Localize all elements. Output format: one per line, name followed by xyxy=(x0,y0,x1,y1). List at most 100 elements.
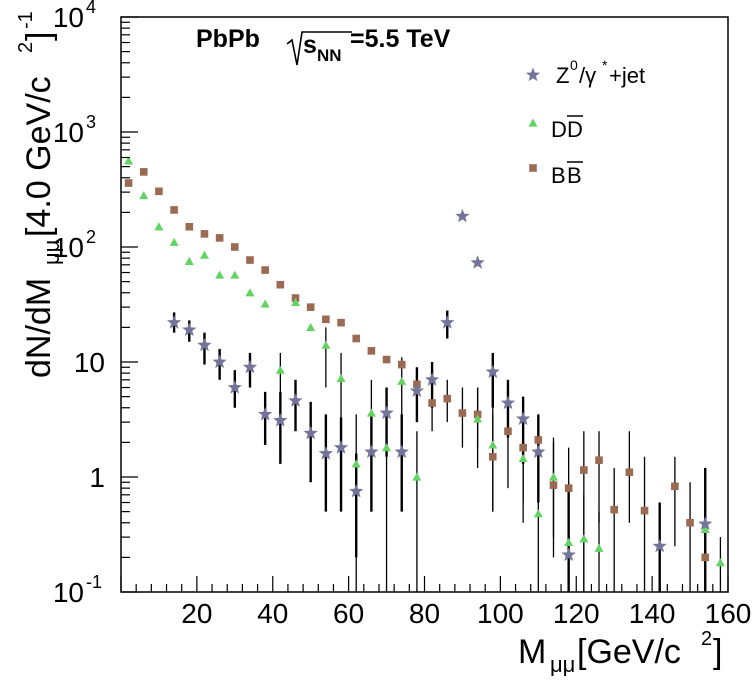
xlabel-close: ] xyxy=(713,633,722,671)
data-point-triangle-17 xyxy=(382,443,392,452)
data-point-square-20 xyxy=(428,399,436,407)
x-tick-label: 80 xyxy=(409,598,440,629)
y-tick-label: 10 -1 xyxy=(53,572,102,608)
data-point-square-6 xyxy=(215,234,224,242)
y-tick-base: 10 xyxy=(74,347,105,378)
data-point-square-5 xyxy=(200,230,209,238)
x-tick-label: 120 xyxy=(553,598,600,629)
data-point-triangle-7 xyxy=(230,270,240,279)
legend-label-jet: +jet xyxy=(609,63,645,88)
data-point-square-17 xyxy=(382,355,391,364)
data-point-star-25 xyxy=(561,547,576,561)
chart-marks xyxy=(124,156,725,592)
y-tick-label: 1 xyxy=(89,462,105,493)
legend-label-b1: B xyxy=(551,163,566,188)
data-point-square-37 xyxy=(701,553,710,562)
data-point-square-10 xyxy=(276,280,285,289)
x-tick-label: 160 xyxy=(705,598,752,629)
data-point-square-12 xyxy=(306,303,315,311)
legend-label-d1: D xyxy=(551,117,567,142)
legend-marker-star xyxy=(525,67,541,82)
data-point-star-4 xyxy=(227,380,242,394)
data-point-triangle-18 xyxy=(397,376,407,385)
legend-label-b2: B xyxy=(567,163,582,188)
xlabel-m: M xyxy=(518,633,546,671)
data-point-square-13 xyxy=(322,315,330,324)
legend-label-d2: D xyxy=(567,117,583,142)
data-point-star-27 xyxy=(698,516,713,531)
title-nn-subscript: NN xyxy=(317,46,342,65)
data-point-star-21 xyxy=(485,364,500,378)
legend-entry-bb: B B xyxy=(551,161,583,188)
data-point-square-9 xyxy=(261,266,269,274)
data-point-star-19 xyxy=(455,208,470,223)
data-point-triangle-19 xyxy=(412,472,422,481)
title-energy: =5.5 TeV xyxy=(350,25,451,53)
data-point-triangle-6 xyxy=(215,270,225,279)
data-point-square-3 xyxy=(170,206,178,214)
data-point-triangle-13 xyxy=(321,340,331,349)
legend-label-z: Z xyxy=(556,63,569,88)
data-point-triangle-26 xyxy=(579,534,589,543)
data-point-square-27 xyxy=(534,436,543,444)
data-point-star-20 xyxy=(470,255,485,269)
legend-label-z-sup: 0 xyxy=(570,57,578,73)
x-tick-label: 140 xyxy=(629,598,676,629)
data-point-star-24 xyxy=(531,444,546,459)
data-point-triangle-15 xyxy=(351,459,361,468)
data-point-star-11 xyxy=(333,440,349,454)
data-point-star-22 xyxy=(500,395,516,410)
data-point-star-15 xyxy=(394,444,409,459)
y-tick-label: 10 2 xyxy=(53,227,96,263)
data-point-triangle-4 xyxy=(184,256,194,265)
data-point-star-1 xyxy=(182,322,197,336)
xlabel-exp: 2 xyxy=(701,628,712,650)
data-point-square-35 xyxy=(671,482,679,491)
x-tick-label: 20 xyxy=(181,598,212,629)
data-point-square-22 xyxy=(458,409,467,417)
legend-marker-triangle xyxy=(528,118,538,127)
y-tick-exponent: 2 xyxy=(86,227,96,247)
data-point-triangle-24 xyxy=(548,472,558,481)
data-point-triangle-14 xyxy=(336,373,346,383)
y-tick-base: 10 xyxy=(53,232,84,263)
legend-label-gamma: /γ xyxy=(579,63,596,88)
data-point-star-2 xyxy=(197,337,212,352)
legend-markers xyxy=(525,67,541,172)
data-point-star-3 xyxy=(212,354,227,369)
data-point-square-24 xyxy=(488,452,497,461)
x-axis-title: M μμ [GeV/c 2 ] xyxy=(518,628,722,677)
y-axis-title: dN/dM μμ [4.0 GeV/c 2 ] -1 xyxy=(15,11,64,378)
data-point-star-6 xyxy=(258,406,273,421)
xlabel-mumu: μμ xyxy=(550,652,575,677)
data-point-square-15 xyxy=(352,334,361,343)
data-point-triangle-9 xyxy=(260,299,270,308)
data-point-star-9 xyxy=(303,425,318,440)
data-point-square-26 xyxy=(519,443,527,452)
y-tick-exponent: 3 xyxy=(86,112,96,132)
data-point-square-4 xyxy=(185,222,194,231)
data-point-square-16 xyxy=(367,347,376,355)
data-point-star-8 xyxy=(288,393,303,407)
ylabel-mumu: μμ xyxy=(39,240,64,265)
ylabel-power: -1 xyxy=(15,11,37,29)
data-point-square-8 xyxy=(246,256,254,264)
data-point-star-10 xyxy=(318,446,333,460)
data-point-star-23 xyxy=(516,411,531,425)
y-tick-base: 10 xyxy=(53,2,84,33)
data-point-triangle-11 xyxy=(291,297,301,306)
data-point-triangle-23 xyxy=(533,509,543,518)
data-point-square-28 xyxy=(549,481,558,489)
ylabel-dn: dN/dM xyxy=(20,278,58,378)
sqrt-sign xyxy=(286,31,352,66)
data-point-square-30 xyxy=(580,466,588,474)
data-point-triangle-27 xyxy=(594,543,604,552)
data-point-square-0 xyxy=(124,179,133,187)
data-point-star-26 xyxy=(652,538,667,553)
data-point-triangle-5 xyxy=(199,250,209,259)
data-point-triangle-16 xyxy=(366,408,376,417)
data-point-star-16 xyxy=(409,383,424,397)
x-tick-label: 60 xyxy=(333,598,364,629)
title-s: s xyxy=(303,31,317,59)
